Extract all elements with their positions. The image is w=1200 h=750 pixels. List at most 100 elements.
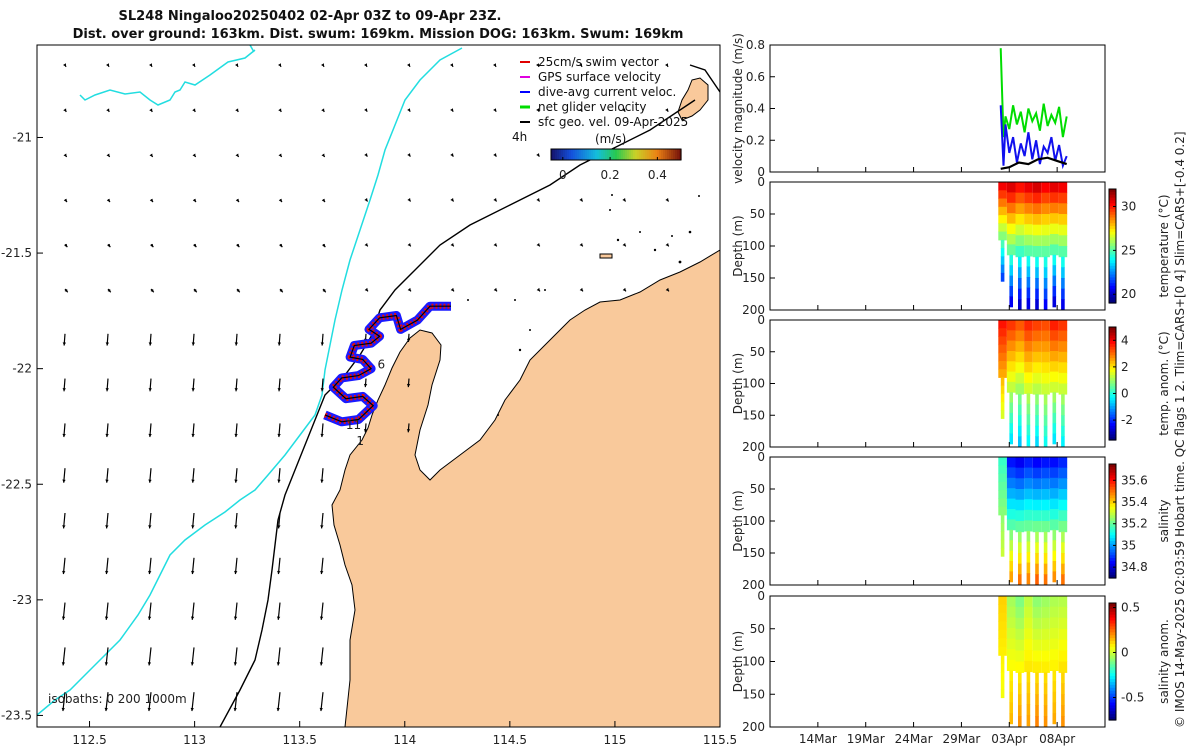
section-cell <box>1009 433 1013 445</box>
section-cell <box>1061 425 1065 437</box>
section-cell <box>1018 705 1022 717</box>
ytick-label: 200 <box>742 440 765 454</box>
map-colorbar-cell <box>589 149 592 160</box>
section-cell <box>1009 275 1013 287</box>
section-cell <box>1043 716 1048 728</box>
colorbar-cell <box>1109 552 1116 556</box>
map-xtick-label: 113 <box>183 733 206 747</box>
velocity-arrowhead <box>234 570 238 575</box>
section-cell <box>998 198 1007 208</box>
section-cell <box>1015 617 1025 630</box>
section-cell <box>1026 530 1031 542</box>
colorbar-cell <box>1109 280 1116 284</box>
section-cell <box>1024 372 1033 384</box>
section-cell <box>1050 649 1059 661</box>
section-cell <box>1032 467 1042 479</box>
section-cell <box>1050 659 1059 671</box>
colorbar-cell <box>1109 563 1116 568</box>
section-cell <box>1032 478 1042 490</box>
section-cell <box>1032 383 1042 395</box>
colorbar-frame <box>1108 188 1117 304</box>
section-cell <box>1015 320 1025 332</box>
velocity-arrowhead <box>319 707 323 712</box>
section-cell <box>1006 340 1016 352</box>
colorbar-cell <box>1109 560 1116 565</box>
velocity-arrowhead <box>191 525 195 529</box>
colorbar-cell <box>1109 558 1116 562</box>
section-cell <box>1041 617 1050 630</box>
section-cell <box>1000 547 1005 557</box>
map-colorbar-cell <box>675 149 678 160</box>
map-colorbar-cell <box>657 149 660 160</box>
side-caption: © IMOS 14-May-2025 02:03:59 Hobart time.… <box>1173 131 1187 728</box>
section-cell <box>1009 670 1013 682</box>
colorbar-cell <box>1109 265 1116 270</box>
colorbar-cell <box>1109 644 1116 648</box>
section-cell <box>1006 457 1016 468</box>
section-cell <box>1009 550 1013 562</box>
map-colorbar-cell <box>621 149 624 160</box>
velocity-arrowhead <box>622 287 626 292</box>
velocity-arrowhead <box>105 433 109 438</box>
section-cell <box>1015 467 1025 479</box>
colorbar-cell <box>1109 486 1116 491</box>
velocity-arrow <box>191 692 195 712</box>
section-cell <box>1041 341 1050 353</box>
section-cell <box>1024 509 1033 521</box>
map-xtick-label: 114 <box>393 733 416 747</box>
velocity-arrowhead <box>61 616 66 620</box>
colorbar-cell <box>1109 532 1116 536</box>
section-cell <box>1058 639 1068 652</box>
section-cell <box>1015 362 1025 374</box>
section-cell <box>1026 255 1031 267</box>
colorbar-cell <box>1109 661 1116 665</box>
section-cell <box>998 336 1007 346</box>
velocity-arrowhead <box>190 662 195 666</box>
colorbar-cell <box>1109 420 1116 424</box>
colorbar-cell <box>1109 684 1116 689</box>
section-cell <box>1050 467 1059 479</box>
section-cell <box>1032 617 1042 630</box>
colorbar-cell <box>1109 251 1116 256</box>
velocity-arrowhead <box>406 429 411 433</box>
section-cell <box>1050 371 1059 383</box>
section-cell <box>1015 457 1025 469</box>
velocity-arrowhead <box>407 242 411 247</box>
section-cell <box>1061 553 1065 565</box>
section-cell <box>1026 714 1031 727</box>
section-cell <box>1043 574 1048 586</box>
colorbar-cell <box>1109 237 1116 241</box>
section-cell <box>1026 287 1031 299</box>
section-cell <box>1052 433 1057 445</box>
section-cell <box>1015 650 1025 662</box>
section-cell <box>1026 435 1031 447</box>
chart-title-line2: Dist. over ground: 163km. Dist. swum: 16… <box>73 27 684 42</box>
velocity-arrowhead <box>536 198 540 202</box>
section-cell <box>1015 330 1025 342</box>
section-cell <box>1041 351 1050 363</box>
section-cell <box>1052 275 1057 287</box>
section-cell <box>1041 203 1050 215</box>
colorbar-tick-label: 0 <box>1121 386 1129 400</box>
section-cell <box>1050 596 1059 608</box>
colorbar-cell <box>1109 366 1116 370</box>
velocity-arrowhead <box>407 198 411 202</box>
velocity-arrowhead <box>579 287 583 292</box>
map-colorbar-cell <box>563 149 566 160</box>
velocity-arrow <box>105 692 109 712</box>
colorbar-cell <box>1109 503 1116 508</box>
section-cell <box>1061 683 1065 695</box>
section-cell <box>1052 550 1057 562</box>
map-colorbar-cell <box>561 149 564 160</box>
colorbar-label: salinity <box>1157 499 1171 542</box>
velocity-arrowhead <box>536 153 540 157</box>
section-cell <box>1009 681 1013 693</box>
section-cell <box>998 481 1007 491</box>
section-cell <box>1043 425 1048 437</box>
section-cell <box>1032 457 1042 469</box>
colorbar-tick-label: 34.8 <box>1121 560 1148 574</box>
colorbar-cell <box>1109 220 1116 224</box>
velocity-arrowhead <box>148 570 152 575</box>
velocity-arrowhead <box>276 616 281 620</box>
